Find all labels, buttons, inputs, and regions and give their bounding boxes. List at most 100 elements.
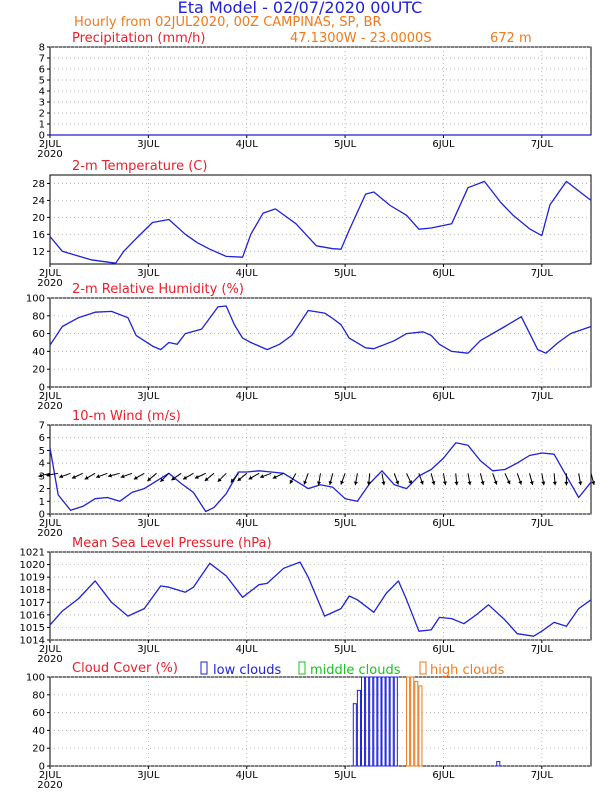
y-tick-label: 0 <box>39 510 45 521</box>
wind-arrow-head <box>518 480 523 485</box>
x-tick-label: 4JUL <box>236 644 259 655</box>
wind-arrow-head <box>217 477 222 482</box>
x-tick-label: 3JUL <box>137 518 160 529</box>
panel-temperature: 12 16 20 24 28 2JUL 3JUL 4JUL 5JUL 6JUL 7JUL 2020 2-… <box>32 159 592 289</box>
y-tick-label: 20 <box>32 213 45 224</box>
y-tick-label: 7 <box>39 54 45 65</box>
panel-title: Cloud Cover (%) <box>72 661 178 676</box>
plot-frame <box>49 174 592 265</box>
x-year-label: 2020 <box>37 528 62 539</box>
wind-arrow-head <box>552 481 557 486</box>
y-tick-label: 100 <box>26 294 45 305</box>
x-tick-label: 5JUL <box>334 391 357 402</box>
panel-relative-humidity: 0 20 40 60 80 100 2JUL 3JUL 4JUL 5JUL 6JUL 7JUL 2020… <box>26 282 592 412</box>
x-tick-label: 4JUL <box>236 770 259 781</box>
y-tick-label: 1017 <box>20 598 45 609</box>
series-line <box>49 305 592 354</box>
panel-wind: 012345672JUL3JUL4JUL5JUL6JUL7JUL202010-m… <box>37 409 596 539</box>
y-tick-label: 24 <box>32 196 45 207</box>
x-tick-label: 4JUL <box>236 268 259 279</box>
x-year-label: 2020 <box>37 149 62 160</box>
wind-arrow-head <box>578 481 583 486</box>
wind-arrow-head <box>160 477 165 482</box>
cloud-bar <box>360 676 366 767</box>
wind-arrow-head <box>541 481 546 486</box>
wind-arrow-head <box>408 480 413 485</box>
cloud-bar <box>496 761 501 767</box>
wind-arrow-head <box>289 479 294 484</box>
cloud-bar <box>406 676 411 767</box>
y-tick-label: 0 <box>39 762 45 773</box>
x-tick-label: 7JUL <box>531 139 554 150</box>
plot-frame <box>49 424 592 515</box>
x-tick-label: 6JUL <box>432 139 455 150</box>
x-tick-label: 6JUL <box>432 644 455 655</box>
x-tick-label: 4JUL <box>236 139 259 150</box>
wind-arrow-head <box>260 474 264 479</box>
wind-arrow-head <box>46 472 51 477</box>
wind-arrow-head <box>467 481 472 486</box>
y-tick-label: 40 <box>32 726 45 737</box>
wind-arrow-head <box>237 477 242 482</box>
y-tick-label: 1016 <box>20 610 45 621</box>
y-tick-label: 1021 <box>20 548 45 559</box>
y-tick-label: 100 <box>26 673 45 684</box>
y-tick-label: 1 <box>39 120 45 131</box>
panel-title: Precipitation (mm/h) <box>72 31 205 46</box>
cloud-bar <box>356 689 361 767</box>
chart-title: Eta Model - 02/07/2020 00UTC <box>178 0 423 17</box>
y-tick-label: 4 <box>39 459 45 470</box>
cloud-bar <box>385 676 390 767</box>
station-elevation: 672 m <box>490 31 532 46</box>
y-tick-label: 40 <box>32 347 45 358</box>
legend-swatch-high <box>419 661 427 675</box>
wind-arrow-head <box>454 481 459 486</box>
series-line <box>49 180 592 264</box>
cloud-bar <box>389 676 394 767</box>
wind-arrow-head <box>591 481 596 485</box>
y-tick-label: 60 <box>32 329 45 340</box>
y-tick-label: 1018 <box>20 585 45 596</box>
x-tick-label: 6JUL <box>432 770 455 781</box>
x-tick-label: 6JUL <box>432 391 455 402</box>
x-year-label: 2020 <box>37 654 62 665</box>
x-tick-label: 4JUL <box>236 518 259 529</box>
chart-subtitle: Hourly from 02JUL2020, 00Z CAMPINAS, SP,… <box>74 15 382 30</box>
y-tick-label: 4 <box>39 87 45 98</box>
cloud-bar <box>369 676 374 767</box>
wind-arrow-head <box>272 475 277 479</box>
panel-title: 2-m Relative Humidity (%) <box>72 282 244 297</box>
y-tick-label: 6 <box>39 433 45 444</box>
wind-arrow-head <box>316 481 322 486</box>
y-tick-label: 3 <box>39 98 45 109</box>
legend-low-clouds: low clouds <box>213 663 282 678</box>
wind-arrow-head <box>38 473 43 478</box>
wind-arrow-head <box>529 481 534 485</box>
cloud-bar <box>373 676 378 767</box>
y-tick-label: 1015 <box>20 623 45 634</box>
wind-arrow-head <box>59 474 64 479</box>
wind-arrow-head <box>248 475 253 480</box>
y-tick-label: 6 <box>39 65 45 76</box>
wind-arrow-head <box>133 475 138 480</box>
y-tick-label: 8 <box>39 43 45 54</box>
x-tick-label: 4JUL <box>236 391 259 402</box>
y-tick-label: 5 <box>39 446 45 457</box>
panel-cloud-cover: 0 20 40 60 80 100 2JUL 3JUL 4JUL 5JUL 6JUL 7JUL 2020… <box>26 661 592 791</box>
y-tick-label: 16 <box>32 230 45 241</box>
x-tick-label: 6JUL <box>432 518 455 529</box>
x-tick-label: 2JUL <box>39 518 62 529</box>
y-tick-label: 1 <box>39 497 45 508</box>
wind-arrow-head <box>419 480 424 485</box>
x-tick-label: 2JUL <box>39 770 62 781</box>
series-line <box>49 561 592 637</box>
cloud-bar <box>393 676 398 767</box>
cloud-bar <box>377 676 382 767</box>
x-tick-label: 3JUL <box>137 268 160 279</box>
y-tick-label: 80 <box>32 690 45 701</box>
y-tick-label: 2 <box>39 484 45 495</box>
legend-high-clouds: high clouds <box>430 663 505 678</box>
panel-title: 2-m Temperature (C) <box>72 159 207 174</box>
